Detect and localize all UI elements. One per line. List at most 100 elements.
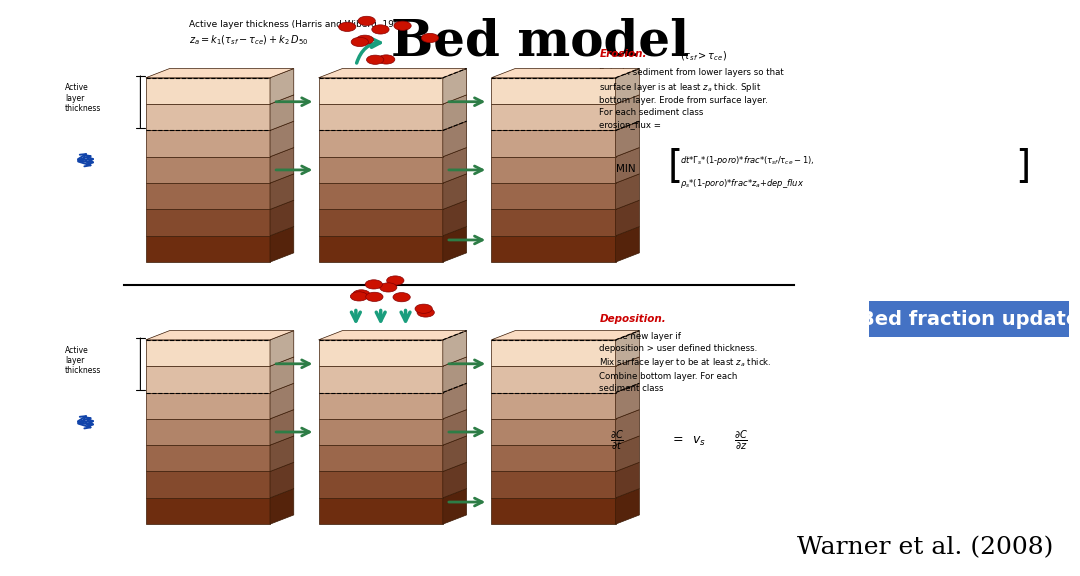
Polygon shape xyxy=(146,331,294,340)
Polygon shape xyxy=(270,174,294,210)
Polygon shape xyxy=(491,78,616,104)
Polygon shape xyxy=(491,472,616,498)
Polygon shape xyxy=(443,95,467,130)
Text: Bed model: Bed model xyxy=(391,17,689,66)
Polygon shape xyxy=(616,383,639,419)
Polygon shape xyxy=(443,463,467,498)
Polygon shape xyxy=(146,392,270,419)
Polygon shape xyxy=(616,410,639,445)
Polygon shape xyxy=(443,436,467,472)
Polygon shape xyxy=(146,419,270,445)
Polygon shape xyxy=(146,498,270,524)
Polygon shape xyxy=(491,69,639,78)
Polygon shape xyxy=(443,147,467,183)
Polygon shape xyxy=(146,445,270,472)
Polygon shape xyxy=(319,104,443,130)
Text: $\frac{\partial C}{\partial z}$: $\frac{\partial C}{\partial z}$ xyxy=(734,429,748,453)
Polygon shape xyxy=(270,383,294,419)
Text: Warner et al. (2008): Warner et al. (2008) xyxy=(797,536,1053,559)
Text: Erosion.: Erosion. xyxy=(599,49,647,59)
Polygon shape xyxy=(443,488,467,524)
Text: [: [ xyxy=(667,148,683,186)
Circle shape xyxy=(378,55,395,64)
Polygon shape xyxy=(491,210,616,236)
Circle shape xyxy=(356,35,374,44)
Circle shape xyxy=(415,304,432,313)
Polygon shape xyxy=(270,357,294,392)
Circle shape xyxy=(350,292,367,301)
Circle shape xyxy=(394,21,411,31)
Polygon shape xyxy=(616,69,639,104)
Polygon shape xyxy=(491,419,616,445)
Polygon shape xyxy=(319,392,443,419)
Polygon shape xyxy=(319,419,443,445)
Polygon shape xyxy=(270,410,294,445)
Text: ]: ] xyxy=(1015,148,1030,186)
Polygon shape xyxy=(319,498,443,524)
Polygon shape xyxy=(443,383,467,419)
Polygon shape xyxy=(491,236,616,262)
Polygon shape xyxy=(616,95,639,130)
Polygon shape xyxy=(491,366,616,392)
Text: Entrain sediment from lower layers so that
surface layer is at least $z_a$ thick: Entrain sediment from lower layers so th… xyxy=(599,68,784,129)
Polygon shape xyxy=(319,210,443,236)
Polygon shape xyxy=(319,331,467,340)
Polygon shape xyxy=(616,147,639,183)
Polygon shape xyxy=(270,436,294,472)
Polygon shape xyxy=(491,183,616,210)
Polygon shape xyxy=(319,472,443,498)
Polygon shape xyxy=(491,392,616,419)
Circle shape xyxy=(357,16,375,25)
Polygon shape xyxy=(270,121,294,157)
Polygon shape xyxy=(443,69,467,104)
Polygon shape xyxy=(443,331,467,366)
Polygon shape xyxy=(146,236,270,262)
Circle shape xyxy=(366,292,383,301)
Polygon shape xyxy=(319,78,443,104)
Polygon shape xyxy=(491,104,616,130)
Circle shape xyxy=(417,308,434,317)
Polygon shape xyxy=(491,445,616,472)
Polygon shape xyxy=(146,210,270,236)
Polygon shape xyxy=(443,174,467,210)
Polygon shape xyxy=(491,498,616,524)
Text: MIN: MIN xyxy=(616,164,635,174)
Polygon shape xyxy=(146,104,270,130)
Polygon shape xyxy=(616,331,639,366)
Text: $(\tau_{sf} > \tau_{ce})$: $(\tau_{sf} > \tau_{ce})$ xyxy=(680,49,727,63)
Polygon shape xyxy=(616,463,639,498)
Polygon shape xyxy=(616,436,639,472)
Polygon shape xyxy=(270,463,294,498)
Circle shape xyxy=(338,22,355,32)
Circle shape xyxy=(379,283,396,292)
Polygon shape xyxy=(616,357,639,392)
Polygon shape xyxy=(146,472,270,498)
Polygon shape xyxy=(146,78,270,104)
Text: $=\;\;v_s$: $=\;\;v_s$ xyxy=(670,435,705,448)
Polygon shape xyxy=(270,488,294,524)
Polygon shape xyxy=(616,200,639,236)
Polygon shape xyxy=(443,410,467,445)
Polygon shape xyxy=(146,130,270,157)
Polygon shape xyxy=(270,200,294,236)
Polygon shape xyxy=(270,95,294,130)
Polygon shape xyxy=(146,157,270,183)
Polygon shape xyxy=(616,226,639,262)
Text: Active
layer
thickness: Active layer thickness xyxy=(65,84,102,113)
Text: $\frac{\partial C}{\partial t}$: $\frac{\partial C}{\partial t}$ xyxy=(610,429,624,453)
Text: Active layer thickness (Harris and Wiberg, 1997).: Active layer thickness (Harris and Wiber… xyxy=(189,20,411,29)
Text: Create new layer if
deposition > user defined thickness.
Mix surface layer to be: Create new layer if deposition > user de… xyxy=(599,332,772,393)
Circle shape xyxy=(365,280,382,289)
Polygon shape xyxy=(491,340,616,366)
Polygon shape xyxy=(616,121,639,157)
Text: $z_a = k_1(\tau_{sf} - \tau_{ce}) + k_2\,D_{50}$: $z_a = k_1(\tau_{sf} - \tau_{ce}) + k_2\… xyxy=(189,33,308,47)
Polygon shape xyxy=(491,331,639,340)
Polygon shape xyxy=(616,174,639,210)
Circle shape xyxy=(387,276,404,285)
Polygon shape xyxy=(616,488,639,524)
Polygon shape xyxy=(319,340,443,366)
Circle shape xyxy=(393,293,410,302)
Polygon shape xyxy=(270,331,294,366)
Text: Bed fraction update: Bed fraction update xyxy=(860,310,1079,328)
Circle shape xyxy=(421,33,438,43)
